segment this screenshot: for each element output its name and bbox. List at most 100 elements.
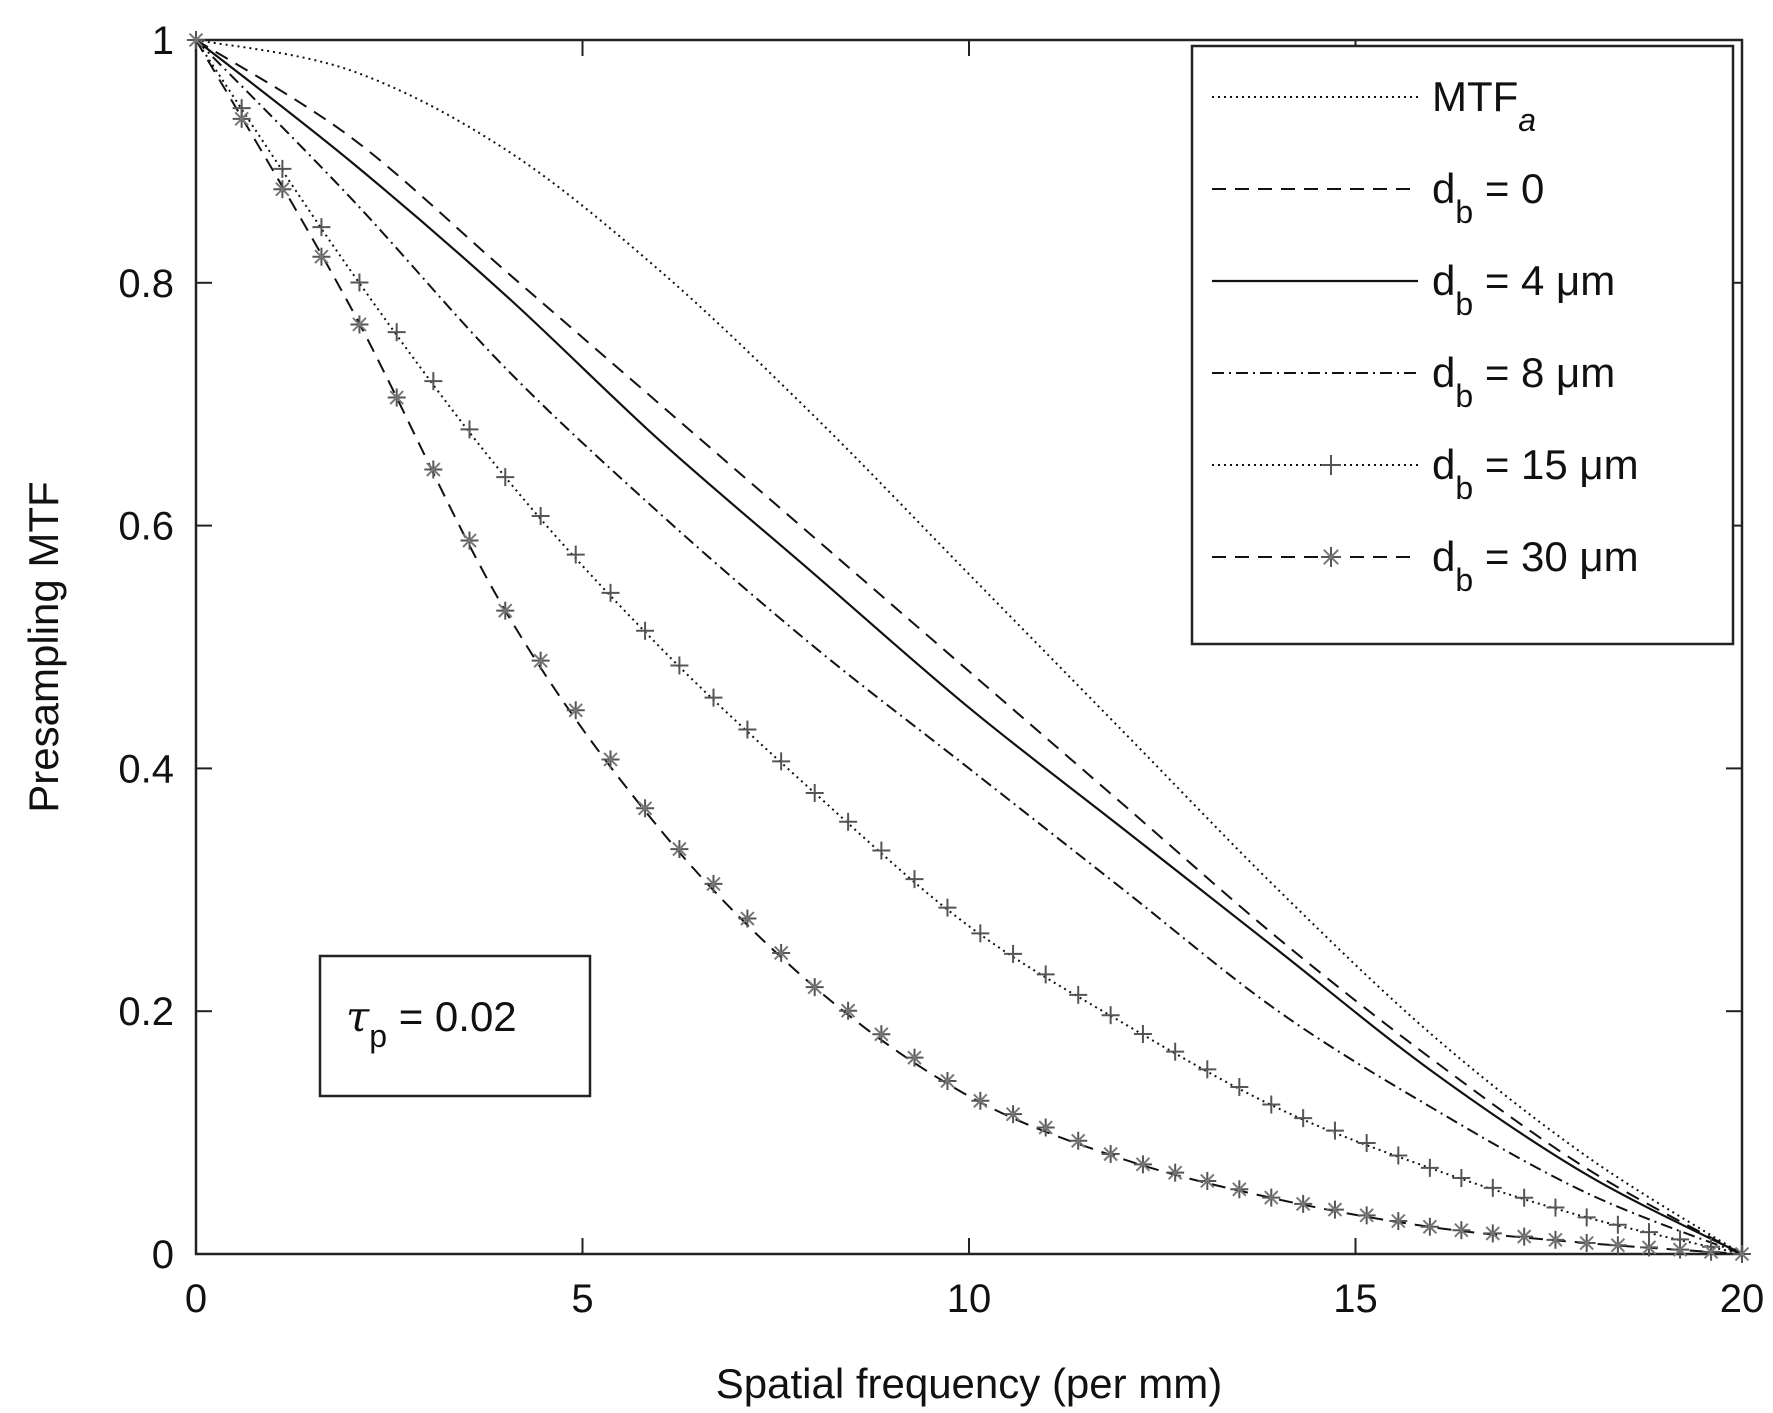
series-marker-d-b-15-m [1608,1215,1627,1234]
y-tick-label: 0.4 [118,747,174,791]
series-marker-d-b-15-m [1069,985,1088,1004]
series-marker-d-b-15-m [1133,1024,1152,1043]
series-marker-d-b-15-m [1101,1006,1120,1025]
y-tick-labels: 0 0.2 0.4 0.6 0.8 1 [118,19,174,1277]
legend-entry-mtf-a: MTFa [1212,73,1536,138]
series-marker-d-b-15-m [971,924,990,943]
series-marker-d-b-15-m [738,720,757,739]
series-marker-d-b-15-m [1004,944,1023,963]
series-marker-d-b-15-m [1230,1077,1249,1096]
series-marker-d-b-15-m [1546,1198,1565,1217]
series-marker-d-b-15-m [350,273,369,292]
series-marker-d-b-15-m [531,507,550,526]
legend-marker-d-b-30-m [1321,547,1341,567]
annotation-text: τp = 0.02 [346,992,517,1054]
series-marker-d-b-30-m [387,388,406,407]
x-axis-label: Spatial frequency (per mm) [716,1360,1223,1407]
legend-entry-d-b-0: db = 0 [1212,165,1544,230]
series-marker-d-b-30-m [1325,1200,1344,1219]
y-tick-label: 0.8 [118,262,174,306]
legend-entry-d-b-30-m: db = 30 μm [1212,533,1639,598]
legend-label-mtf-a: MTFa [1432,73,1536,138]
series-marker-d-b-15-m [312,218,331,237]
series-marker-d-b-30-m [1198,1171,1217,1190]
series-marker-d-b-30-m [1357,1206,1376,1225]
series-marker-d-b-30-m [1483,1224,1502,1243]
series-line-d-b-15-m [195,39,1743,1255]
tau-annotation: τp = 0.02 [318,954,592,1098]
series-line-mtf-a [195,39,1743,1255]
series-marker-d-b-30-m [424,460,443,479]
series-marker-d-b-15-m [460,420,479,439]
series-marker-d-b-30-m [905,1048,924,1067]
series-marker-d-b-15-m [670,656,689,675]
series-line-d-b-8-m [195,39,1743,1255]
series-marker-d-b-15-m [1294,1109,1313,1128]
y-tick-label: 0 [152,1233,174,1277]
series-marker-d-b-15-m [1420,1158,1439,1177]
series-marker-d-b-30-m [738,909,757,928]
series-marker-d-b-30-m [1069,1131,1088,1150]
series-marker-d-b-15-m [805,783,824,802]
series-marker-d-b-15-m [1036,965,1055,984]
series-marker-d-b-30-m [1004,1105,1023,1124]
series-marker-d-b-30-m [938,1071,957,1090]
series-marker-d-b-15-m [1198,1060,1217,1079]
series-marker-d-b-30-m [1546,1230,1565,1249]
legend-label-d-b-8-m: db = 8 μm [1432,349,1615,414]
series-marker-d-b-30-m [1702,1242,1721,1261]
series-marker-d-b-15-m [704,688,723,707]
legend-entry-d-b-4-m: db = 4 μm [1212,257,1615,322]
marker-layer [187,31,1751,1263]
series-marker-d-b-30-m [1515,1227,1534,1246]
series-marker-d-b-15-m [839,812,858,831]
series-marker-d-b-15-m [1577,1208,1596,1227]
annotation-box [318,954,592,1098]
series-marker-d-b-15-m [1357,1134,1376,1153]
series-marker-d-b-30-m [1733,1245,1751,1263]
series-marker-d-b-15-m [1325,1121,1344,1140]
series-line-d-b-4-m [195,39,1743,1255]
x-tick-label: 10 [947,1277,992,1321]
y-tick-label: 0.6 [118,505,174,549]
y-tick-label: 1 [152,19,174,63]
y-tick-label: 0.2 [118,990,174,1034]
series-marker-d-b-30-m [1036,1118,1055,1137]
series-marker-d-b-15-m [1389,1146,1408,1165]
series-marker-d-b-30-m [1230,1180,1249,1199]
series-marker-d-b-30-m [636,799,655,818]
legend-label-d-b-15-m: db = 15 μm [1432,441,1639,506]
series-marker-d-b-30-m [839,1001,858,1020]
x-tick-labels: 0 5 10 15 20 [185,1277,1764,1321]
series-marker-d-b-15-m [424,372,443,391]
series-marker-d-b-30-m [1608,1236,1627,1255]
legend-entries: MTFa db = 0 db = 4 μm db = 8 μm db = 15 μm db… [1212,73,1639,598]
series-marker-d-b-30-m [531,651,550,670]
series-marker-d-b-30-m [1577,1234,1596,1253]
x-tick-label: 0 [185,1277,207,1321]
legend-marker-d-b-15-m [1321,455,1341,475]
series-marker-d-b-30-m [971,1091,990,1110]
series-marker-d-b-30-m [1294,1194,1313,1213]
series-marker-d-b-30-m [1452,1221,1471,1240]
series-marker-d-b-30-m [805,978,824,997]
series-marker-d-b-30-m [312,247,331,266]
series-marker-d-b-30-m [1420,1217,1439,1236]
series-line-d-b-0 [195,39,1743,1255]
y-axis-label: Presampling MTF [20,481,67,812]
series-marker-d-b-15-m [636,621,655,640]
series-marker-d-b-15-m [273,159,292,178]
series-marker-d-b-15-m [938,898,957,917]
series-marker-d-b-15-m [772,752,791,771]
series-marker-d-b-30-m [1133,1155,1152,1174]
series-marker-d-b-15-m [1166,1042,1185,1061]
series-marker-d-b-30-m [1101,1145,1120,1164]
series-marker-d-b-30-m [232,109,251,128]
series-marker-d-b-15-m [905,870,924,889]
series-marker-d-b-30-m [1262,1188,1281,1207]
series-marker-d-b-30-m [872,1025,891,1044]
series-marker-d-b-15-m [1262,1095,1281,1114]
series-marker-d-b-30-m [601,750,620,769]
legend-entry-d-b-15-m: db = 15 μm [1212,441,1639,506]
legend-label-d-b-0: db = 0 [1432,165,1544,230]
